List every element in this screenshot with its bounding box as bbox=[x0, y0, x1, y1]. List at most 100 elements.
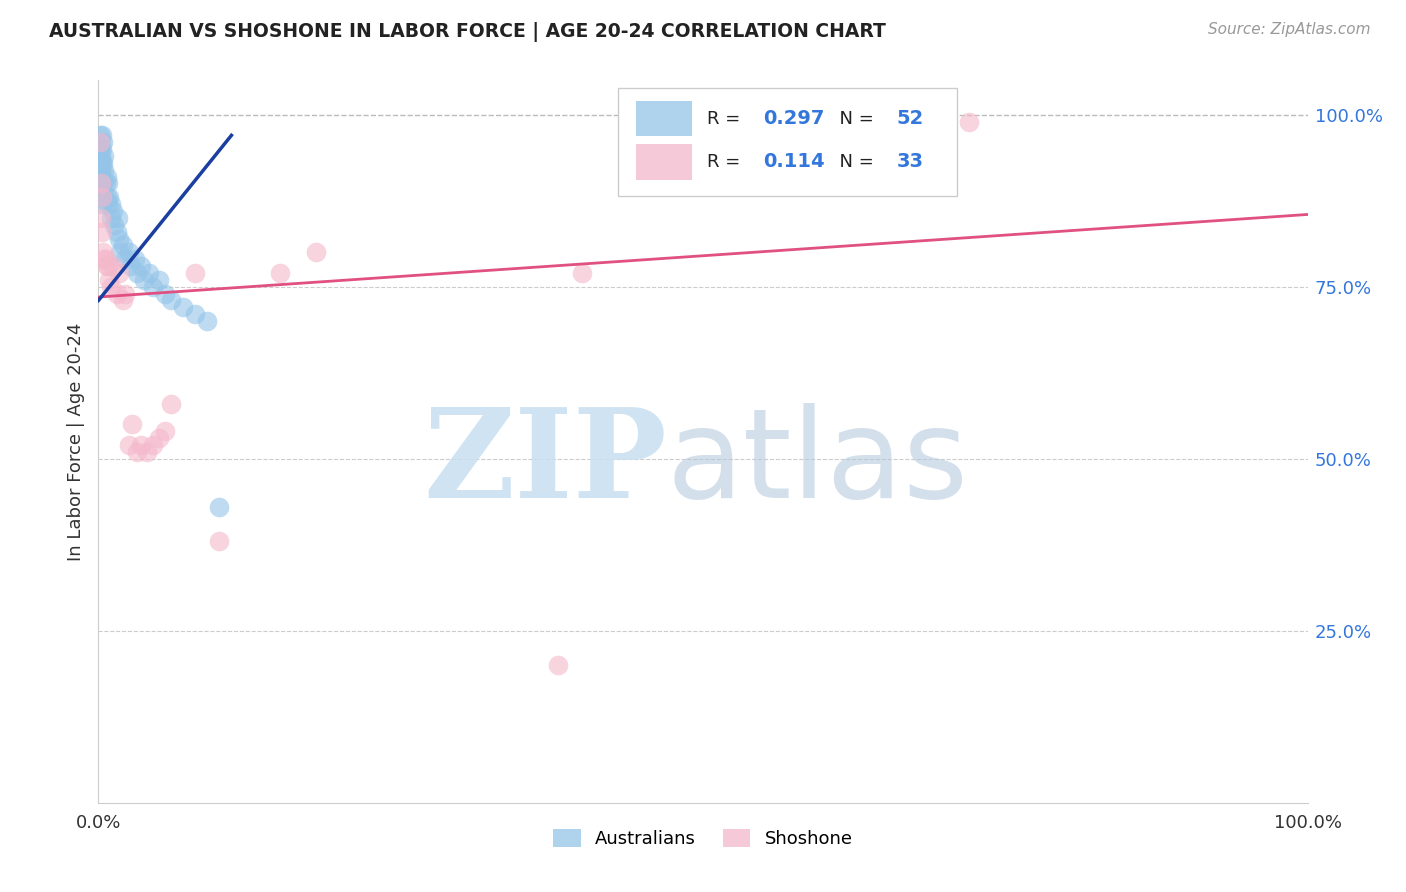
Point bbox=[142, 438, 165, 452]
Text: N =: N = bbox=[828, 110, 879, 128]
Text: R =: R = bbox=[707, 110, 745, 128]
Point bbox=[129, 259, 152, 273]
Point bbox=[135, 445, 157, 459]
Point bbox=[208, 500, 231, 514]
Y-axis label: In Labor Force | Age 20-24: In Labor Force | Age 20-24 bbox=[66, 322, 84, 561]
Point bbox=[97, 197, 120, 211]
Point bbox=[90, 177, 112, 191]
Point bbox=[93, 149, 115, 163]
Point bbox=[134, 273, 156, 287]
Point bbox=[129, 438, 152, 452]
FancyBboxPatch shape bbox=[637, 145, 692, 179]
Point bbox=[160, 397, 183, 411]
Point bbox=[91, 197, 114, 211]
Point bbox=[195, 314, 218, 328]
Point bbox=[96, 169, 118, 184]
Point bbox=[127, 266, 149, 280]
Point bbox=[93, 190, 115, 204]
Point bbox=[90, 135, 112, 149]
Point bbox=[98, 190, 121, 204]
Point bbox=[97, 259, 120, 273]
Point bbox=[90, 190, 112, 204]
Point bbox=[103, 218, 125, 232]
Point bbox=[118, 438, 141, 452]
Point bbox=[114, 252, 136, 267]
Point bbox=[111, 293, 134, 308]
Point bbox=[105, 286, 128, 301]
Point bbox=[101, 259, 124, 273]
Point bbox=[94, 252, 117, 267]
Point bbox=[124, 252, 146, 267]
Point bbox=[100, 279, 122, 293]
Point bbox=[208, 534, 231, 549]
Point bbox=[89, 156, 111, 170]
Point bbox=[108, 231, 131, 245]
Point bbox=[571, 266, 593, 280]
Point bbox=[114, 286, 136, 301]
Point bbox=[121, 417, 143, 432]
Point bbox=[91, 156, 114, 170]
Point bbox=[89, 169, 111, 184]
Point bbox=[90, 162, 112, 177]
Point bbox=[100, 211, 122, 225]
Point bbox=[90, 177, 112, 191]
Text: Source: ZipAtlas.com: Source: ZipAtlas.com bbox=[1208, 22, 1371, 37]
Text: ZIP: ZIP bbox=[423, 402, 666, 524]
Point bbox=[91, 183, 114, 197]
Point bbox=[118, 245, 141, 260]
Point bbox=[91, 190, 114, 204]
Point bbox=[93, 162, 115, 177]
Point bbox=[108, 266, 131, 280]
Text: 0.114: 0.114 bbox=[763, 153, 825, 171]
Point bbox=[142, 279, 165, 293]
Point bbox=[100, 197, 122, 211]
Point bbox=[127, 445, 149, 459]
Point bbox=[91, 128, 114, 143]
Point bbox=[96, 190, 118, 204]
Point bbox=[91, 142, 114, 156]
Point bbox=[148, 431, 170, 445]
Point bbox=[96, 259, 118, 273]
Point bbox=[305, 245, 328, 260]
Point bbox=[120, 259, 142, 273]
FancyBboxPatch shape bbox=[637, 101, 692, 136]
Point bbox=[91, 156, 114, 170]
Point bbox=[91, 225, 114, 239]
Point bbox=[89, 135, 111, 149]
Text: N =: N = bbox=[828, 153, 879, 171]
Point bbox=[93, 252, 115, 267]
Point bbox=[547, 658, 569, 673]
Point bbox=[153, 424, 176, 438]
Point bbox=[89, 142, 111, 156]
Text: AUSTRALIAN VS SHOSHONE IN LABOR FORCE | AGE 20-24 CORRELATION CHART: AUSTRALIAN VS SHOSHONE IN LABOR FORCE | … bbox=[49, 22, 886, 42]
Point bbox=[138, 266, 160, 280]
Point bbox=[111, 238, 134, 252]
Point bbox=[105, 225, 128, 239]
Point bbox=[184, 307, 207, 321]
Point bbox=[90, 211, 112, 225]
Legend: Australians, Shoshone: Australians, Shoshone bbox=[547, 822, 859, 855]
Point bbox=[153, 286, 176, 301]
Text: 33: 33 bbox=[897, 153, 924, 171]
Point bbox=[269, 266, 291, 280]
Point bbox=[108, 245, 131, 260]
Point bbox=[91, 177, 114, 191]
FancyBboxPatch shape bbox=[619, 87, 957, 196]
Point bbox=[89, 128, 111, 143]
Point bbox=[107, 211, 129, 225]
Point bbox=[94, 177, 117, 191]
Point bbox=[91, 169, 114, 184]
Text: 0.297: 0.297 bbox=[763, 109, 825, 128]
Point bbox=[90, 149, 112, 163]
Point bbox=[97, 177, 120, 191]
Text: R =: R = bbox=[707, 153, 745, 171]
Point bbox=[98, 273, 121, 287]
Text: atlas: atlas bbox=[666, 402, 969, 524]
Point bbox=[172, 301, 194, 315]
Point bbox=[184, 266, 207, 280]
Text: 52: 52 bbox=[897, 109, 924, 128]
Point bbox=[148, 273, 170, 287]
Point bbox=[91, 245, 114, 260]
Point bbox=[101, 204, 124, 219]
Point bbox=[957, 114, 980, 128]
